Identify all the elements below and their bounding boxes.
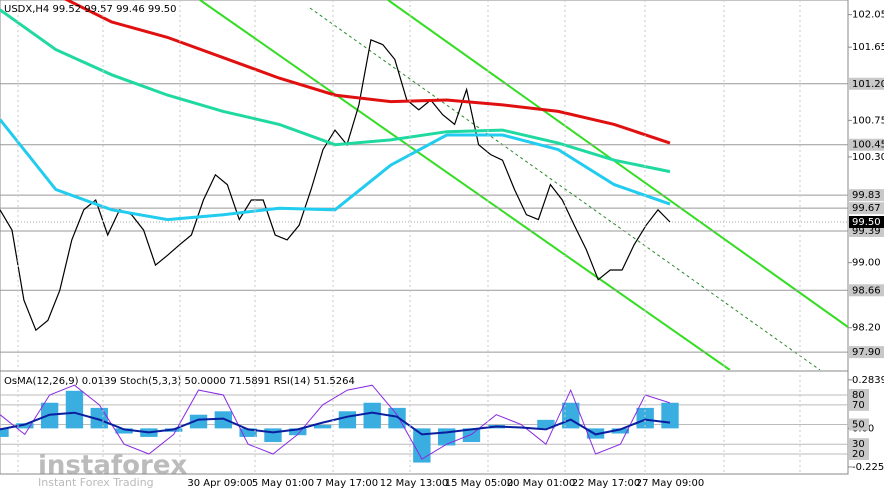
y2-tick-label: 30 [852,439,865,450]
osma-bar [636,407,654,429]
level-label: 99.83 [852,190,881,201]
x-tick-label: 7 May 17:00 [316,478,378,489]
y-tick-label: 101.65 [852,42,884,53]
osma-bar [611,428,630,434]
osma-bar [289,428,307,436]
level-label: 100.45 [852,140,884,151]
level-label: 98.66 [852,285,881,296]
y-tick-label: 0.2839 [852,375,884,386]
osma-bar [0,428,9,437]
x-tick-label: 27 May 09:00 [636,478,705,489]
channel-line [199,0,731,370]
channel [199,0,848,370]
osma-bar [189,414,208,429]
osma-bar [115,428,133,434]
y2-tick-label: 50 [852,420,865,431]
level-box [849,189,884,202]
osma-bar [462,428,481,443]
osma-bar [214,411,233,429]
x-tick-label: 5 May 01:00 [252,478,314,489]
channel-line [387,0,848,328]
osma-bar [264,428,282,443]
level-box [849,77,884,90]
y-tick-label: 100.30 [852,152,884,163]
current-label: 99.50 [852,217,881,228]
osc-title: OsMA(12,26,9) 0.0139 Stoch(5,3,3) 50.000… [4,376,355,387]
y2-tick-label: 80 [852,390,865,401]
osma-bar [16,423,34,429]
level-box [849,418,869,431]
level-box [849,202,884,215]
level-label: 97.90 [852,347,881,358]
logo: instaforex [38,451,188,481]
series-line [0,38,671,332]
x-tick-label: 20 May 01:00 [507,478,576,489]
axis: 102.05 101.65 100.75 100.30 99.00 98.20 101.20… [848,10,884,473]
price-panel [0,0,848,353]
osma-bar [363,402,381,429]
level-box [849,448,869,461]
osma-bar [537,419,555,429]
y-tick-label: 98.20 [852,323,881,334]
y-tick-label: 102.05 [852,10,884,21]
logo-tagline: Instant Forex Trading [38,476,154,489]
y2-tick-label: 70 [852,400,865,411]
level-label: 99.39 [852,226,881,237]
level-box [849,284,884,297]
y2-tick-label: 20 [852,449,865,460]
series-line [0,411,671,436]
level-box [849,438,869,451]
osma-bar [338,411,357,429]
osma-bar [661,402,679,429]
series-line [0,8,671,174]
level-box [849,346,884,359]
x-tick-label: 30 Apr 09:00 [187,478,252,489]
osma-bar [313,424,332,429]
x-tick-label: 12 May 13:00 [380,478,449,489]
osma-bar [65,390,84,429]
level-label: 99.67 [852,203,881,214]
y-tick-label: 99.00 [852,258,881,269]
level-box [849,138,884,151]
channel-mid [309,7,821,370]
osma-bar [90,407,108,429]
chart-title: USDX,H4 99.52 99.57 99.46 99.50 [4,4,177,15]
level-box [849,389,869,402]
x-tick-label: 15 May 05:00 [445,478,514,489]
x-tick-label: 22 May 17:00 [572,478,641,489]
series-line [0,118,671,222]
level-label: 101.20 [852,79,884,90]
osma-bar [239,428,257,437]
current-box [849,216,884,228]
osc-panel [0,384,848,463]
osma-bar [413,428,431,463]
y-tick-label: 100.75 [852,115,884,126]
series-line [63,0,671,145]
level-box [849,398,869,411]
